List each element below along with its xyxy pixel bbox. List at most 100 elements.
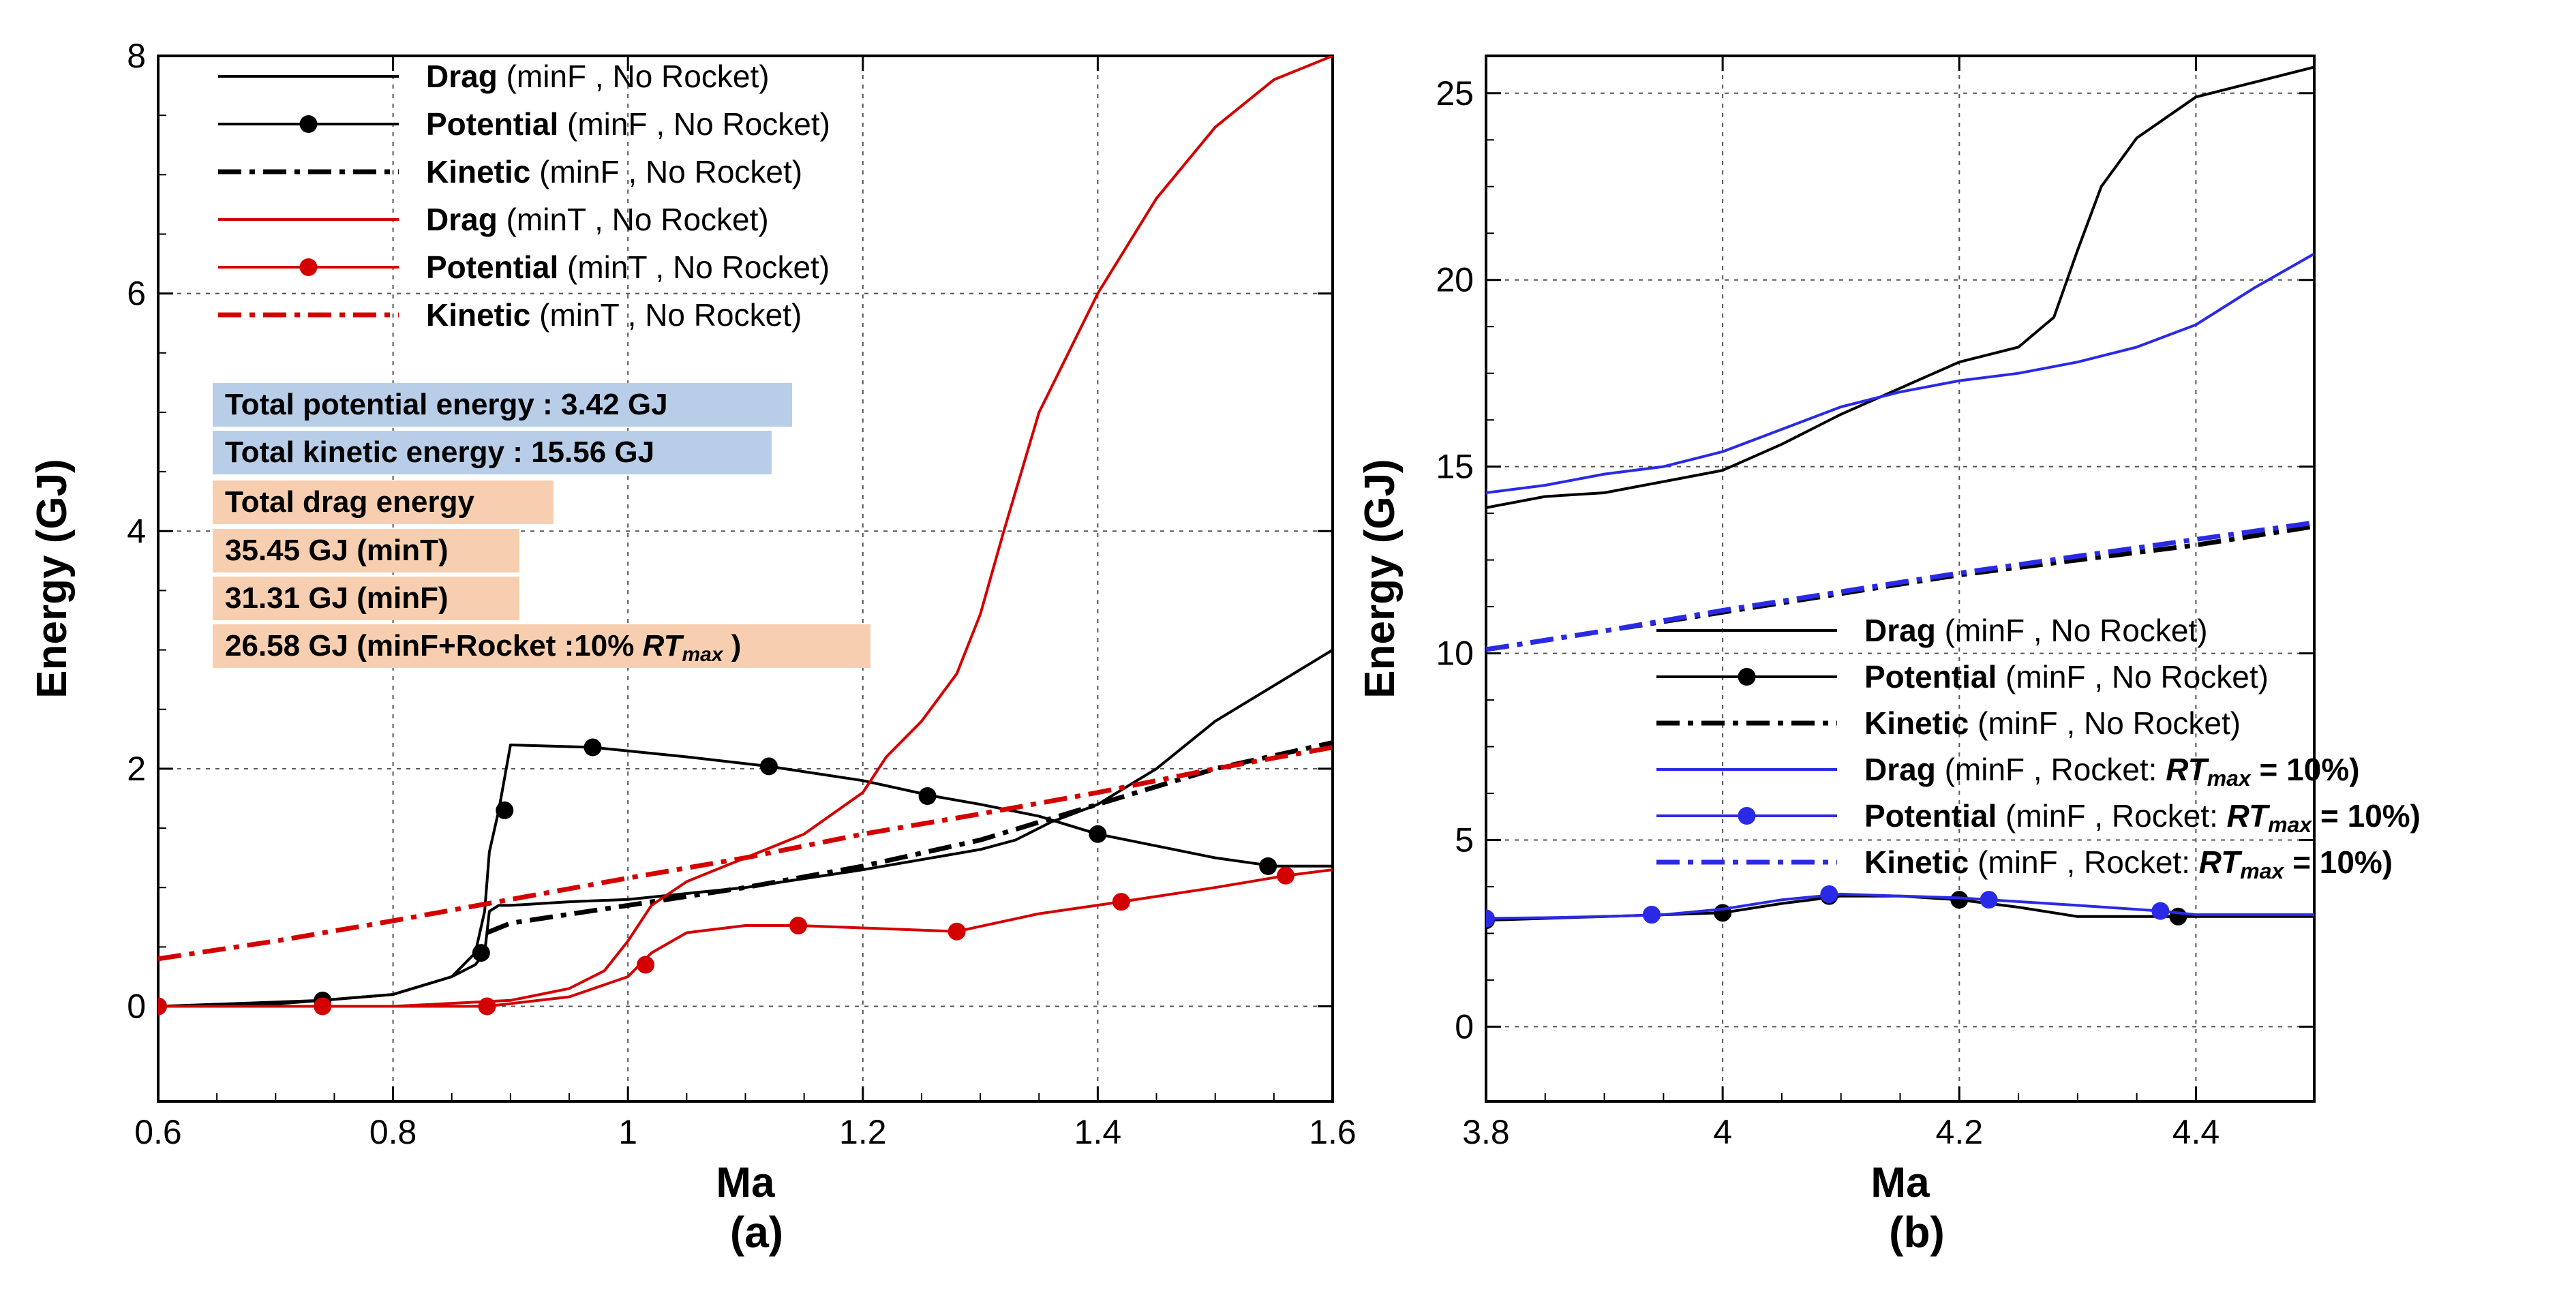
x-tick-label: 1.2 <box>839 1113 887 1151</box>
series-marker <box>584 738 602 757</box>
annotation-sub: max <box>682 643 723 666</box>
legend-case-suffix: = 10%) <box>2312 798 2421 834</box>
legend-entry: Drag (minF , No Rocket) <box>1864 613 2208 648</box>
annotation-main: Total kinetic energy : 15.56 GJ <box>225 436 654 469</box>
series-marker <box>1980 891 1998 909</box>
series-marker <box>2151 902 2170 920</box>
x-axis-label: Ma <box>1870 1159 1930 1206</box>
legend-marker <box>1738 807 1756 825</box>
plot-frame <box>1485 55 2316 1103</box>
legend-case: (minF , No Rocket) <box>1936 613 2208 648</box>
y-tick-label: 4 <box>127 512 146 550</box>
series-line-drag <box>158 648 1333 1008</box>
legend-name: Drag <box>1864 613 1936 648</box>
annotation-text: Total kinetic energy : 15.56 GJ <box>225 436 654 469</box>
series-line-potential <box>1486 892 2314 920</box>
legend-marker <box>1738 668 1756 686</box>
legend-entry: Kinetic (minF , No Rocket) <box>426 154 802 189</box>
legend-case: (minT , No Rocket) <box>558 249 830 285</box>
y-tick-label: 15 <box>1436 448 1474 486</box>
legend-entry: Kinetic (minF , Rocket: RTmax = 10%) <box>1864 844 2393 883</box>
legend-name: Drag <box>426 202 498 237</box>
x-tick-label: 0.6 <box>134 1113 182 1151</box>
series-marker <box>1259 857 1277 875</box>
series-marker <box>478 997 496 1016</box>
y-tick-label: 8 <box>127 37 146 75</box>
legend-case-sub: max <box>2240 859 2284 883</box>
legend-entry: Potential (minF , No Rocket) <box>426 106 830 142</box>
annotation-text: 26.58 GJ (minF+Rocket :10% RTmax ) <box>225 629 741 666</box>
panel-a-chart: 0.6 0.8 1 1.2 1.4 1.6 0 2 4 6 8 Ma Energy (GJ) Drag (… <box>29 37 1357 1206</box>
y-tick-label: 5 <box>1455 821 1474 859</box>
series-marker <box>158 997 167 1016</box>
series-marker <box>759 757 778 776</box>
series-line-drag <box>1486 65 2314 509</box>
series-marker <box>496 801 514 819</box>
x-tick-label: 3.8 <box>1462 1113 1510 1151</box>
y-tick-label: 6 <box>127 275 146 313</box>
series-marker <box>918 787 937 806</box>
x-tick-label: 1.4 <box>1074 1113 1122 1151</box>
legend-name: Kinetic <box>426 154 530 189</box>
annotation-main: 31.31 GJ (minF) <box>225 581 449 615</box>
legend-entry: Kinetic (minT , No Rocket) <box>426 297 802 333</box>
series-line-kinetic <box>486 740 1333 935</box>
annotation-main: 26.58 GJ (minF+Rocket :10% <box>225 629 643 662</box>
legend-case: (minF , No Rocket) <box>1969 705 2241 741</box>
legend-name: Kinetic <box>426 297 530 333</box>
x-tick-label: 1.6 <box>1309 1113 1357 1151</box>
y-tick-label: 0 <box>127 988 146 1026</box>
legend-name: Potential <box>1864 798 1997 834</box>
series-marker <box>1486 909 1495 928</box>
series-marker <box>1277 866 1295 885</box>
panel-b-chart: 3.8 4 4.2 4.4 0 5 10 15 20 25 Ma Energy (GJ) Drag (m… <box>1357 55 2421 1206</box>
series-group <box>158 56 1333 1016</box>
series-group <box>1486 65 2314 930</box>
series-marker <box>472 944 490 962</box>
legend-marker <box>299 258 318 276</box>
annotation-main: Total drag energy <box>225 485 474 519</box>
y-tick-label: 20 <box>1436 261 1474 299</box>
series-marker <box>1112 893 1130 911</box>
legend-entry: Kinetic (minF , No Rocket) <box>1864 705 2241 741</box>
legend-name: Drag <box>1864 752 1936 787</box>
y-axis-label: Energy (GJ) <box>1357 459 1404 698</box>
x-tick-label: 4.2 <box>1936 1113 1984 1151</box>
series-line-kinetic <box>158 745 1333 962</box>
series-line-potential <box>158 744 1333 1008</box>
y-tick-label: 2 <box>127 750 146 788</box>
annotation-text: Total potential energy : 3.42 GJ <box>225 388 668 421</box>
series-line-potential <box>158 868 1333 1008</box>
legend-entry: Drag (minF , Rocket: RTmax = 10%) <box>1864 752 2360 791</box>
legend-marker <box>299 115 318 133</box>
annotation-box <box>213 624 870 668</box>
series-marker <box>1089 825 1107 843</box>
legend-entry: Potential (minF , Rocket: RTmax = 10%) <box>1864 798 2421 837</box>
x-tick-label: 0.8 <box>369 1113 417 1151</box>
legend-name: Drag <box>426 59 498 94</box>
series-line-drag <box>1486 252 2314 494</box>
legend-case-suffix: = 10%) <box>2251 752 2360 787</box>
series-line-drag <box>158 56 1333 1008</box>
x-tick-label: 4 <box>1713 1113 1732 1151</box>
series-marker <box>789 917 808 935</box>
legend-name: Kinetic <box>1864 844 1969 880</box>
annotation-box <box>213 480 554 524</box>
legend-case-italic: RT <box>2166 752 2209 787</box>
legend-case: (minF , Rocket: <box>1936 752 2166 787</box>
legend-case-italic: RT <box>2199 844 2243 880</box>
series-line-kinetic <box>1486 520 2314 652</box>
y-axis-label: Energy (GJ) <box>29 459 76 698</box>
legend-name: Kinetic <box>1864 705 1969 741</box>
legend-entry: Potential (minT , No Rocket) <box>426 249 830 285</box>
series-marker <box>948 922 966 941</box>
legend-case-sub: max <box>2207 766 2252 791</box>
annotation-italic: RT <box>643 629 684 662</box>
series-marker <box>2169 907 2187 926</box>
annotation-box <box>213 383 792 427</box>
legend-case: (minF , Rocket: <box>1997 798 2226 834</box>
legend-case: (minF , No Rocket) <box>558 106 830 142</box>
legend-case-sub: max <box>2268 812 2312 837</box>
annotation-box <box>213 529 519 573</box>
panel-b-label: (b) <box>1889 1208 1945 1257</box>
